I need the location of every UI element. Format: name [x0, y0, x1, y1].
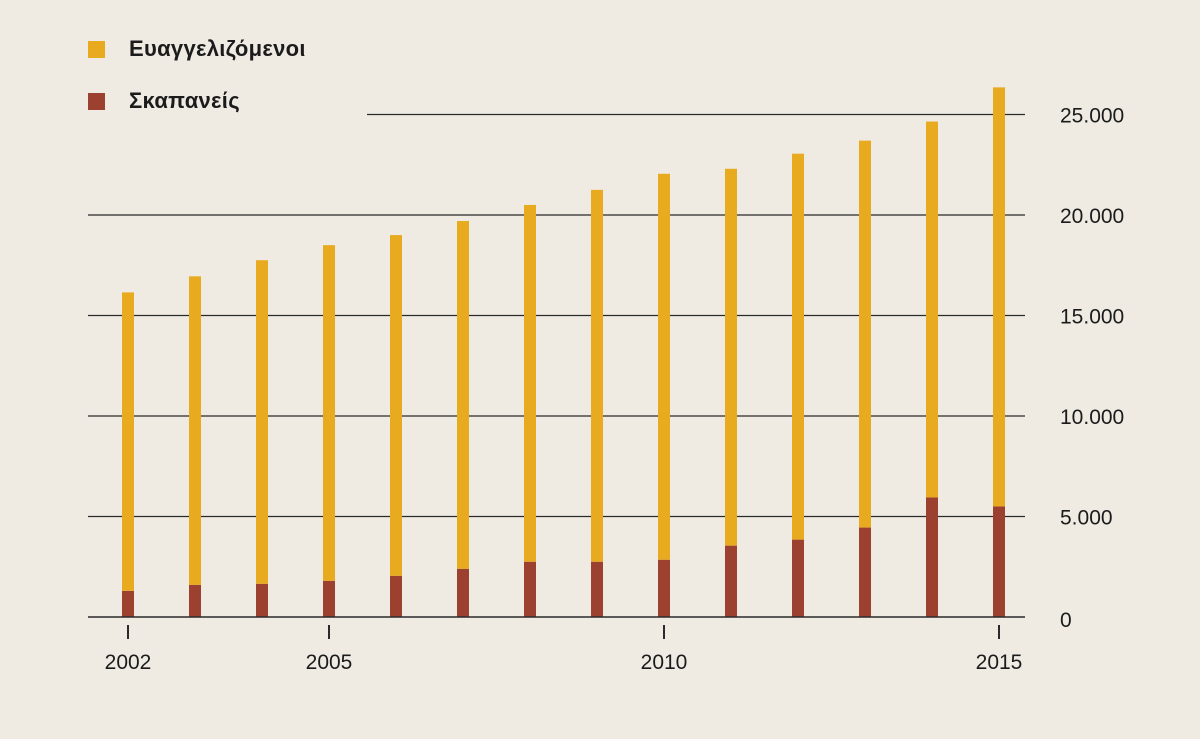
legend-item-publishers: Ευαγγελιζόμενοι — [88, 36, 306, 62]
bar-publishers-2010 — [658, 173, 670, 560]
bar-pioneers-2014 — [926, 497, 938, 617]
y-tick-label-20000: 20.000 — [1060, 205, 1124, 228]
bar-pioneers-2006 — [390, 575, 402, 617]
bar-pioneers-2013 — [859, 527, 871, 617]
legend-swatch-publishers — [88, 40, 105, 58]
y-tick-label-15000: 15.000 — [1060, 306, 1124, 329]
bar-pioneers-2007 — [457, 568, 469, 617]
bar-publishers-2006 — [390, 235, 402, 576]
bar-pioneers-2012 — [792, 539, 804, 617]
bar-publishers-2013 — [859, 140, 871, 528]
bar-publishers-2005 — [323, 245, 335, 581]
bar-publishers-2003 — [189, 276, 201, 585]
bar-publishers-2004 — [256, 260, 268, 584]
legend-label-publishers: Ευαγγελιζόμενοι — [129, 36, 306, 61]
bar-pioneers-2002 — [122, 590, 134, 617]
y-tick-label-10000: 10.000 — [1060, 406, 1124, 429]
bar-publishers-2002 — [122, 292, 134, 591]
bar-publishers-2011 — [725, 168, 737, 546]
y-tick-label-0: 0 — [1060, 609, 1072, 632]
bar-pioneers-2011 — [725, 545, 737, 617]
bar-pioneers-2009 — [591, 561, 603, 617]
bar-publishers-2009 — [591, 189, 603, 562]
y-tick-label-25000: 25.000 — [1060, 105, 1124, 128]
bar-pioneers-2015 — [993, 506, 1005, 617]
bar-publishers-2014 — [926, 121, 938, 498]
legend-item-pioneers: Σκαπανείς — [88, 88, 306, 114]
bar-publishers-2008 — [524, 204, 536, 562]
y-tick-label-5000: 5.000 — [1060, 507, 1113, 530]
legend-swatch-pioneers — [88, 92, 105, 110]
x-tick-label-2015: 2015 — [976, 651, 1023, 674]
x-tick-label-2005: 2005 — [306, 651, 353, 674]
bar-pioneers-2003 — [189, 584, 201, 617]
bar-publishers-2015 — [993, 87, 1005, 507]
bar-pioneers-2008 — [524, 561, 536, 617]
x-tick-label-2010: 2010 — [641, 651, 688, 674]
x-tick-label-2002: 2002 — [105, 651, 152, 674]
bar-pioneers-2010 — [658, 559, 670, 617]
bar-pioneers-2004 — [256, 583, 268, 617]
bar-publishers-2007 — [457, 221, 469, 569]
legend-label-pioneers: Σκαπανείς — [129, 88, 240, 113]
legend: Ευαγγελιζόμενοι Σκαπανείς — [88, 36, 306, 114]
bar-publishers-2012 — [792, 153, 804, 540]
bar-pioneers-2005 — [323, 580, 335, 617]
